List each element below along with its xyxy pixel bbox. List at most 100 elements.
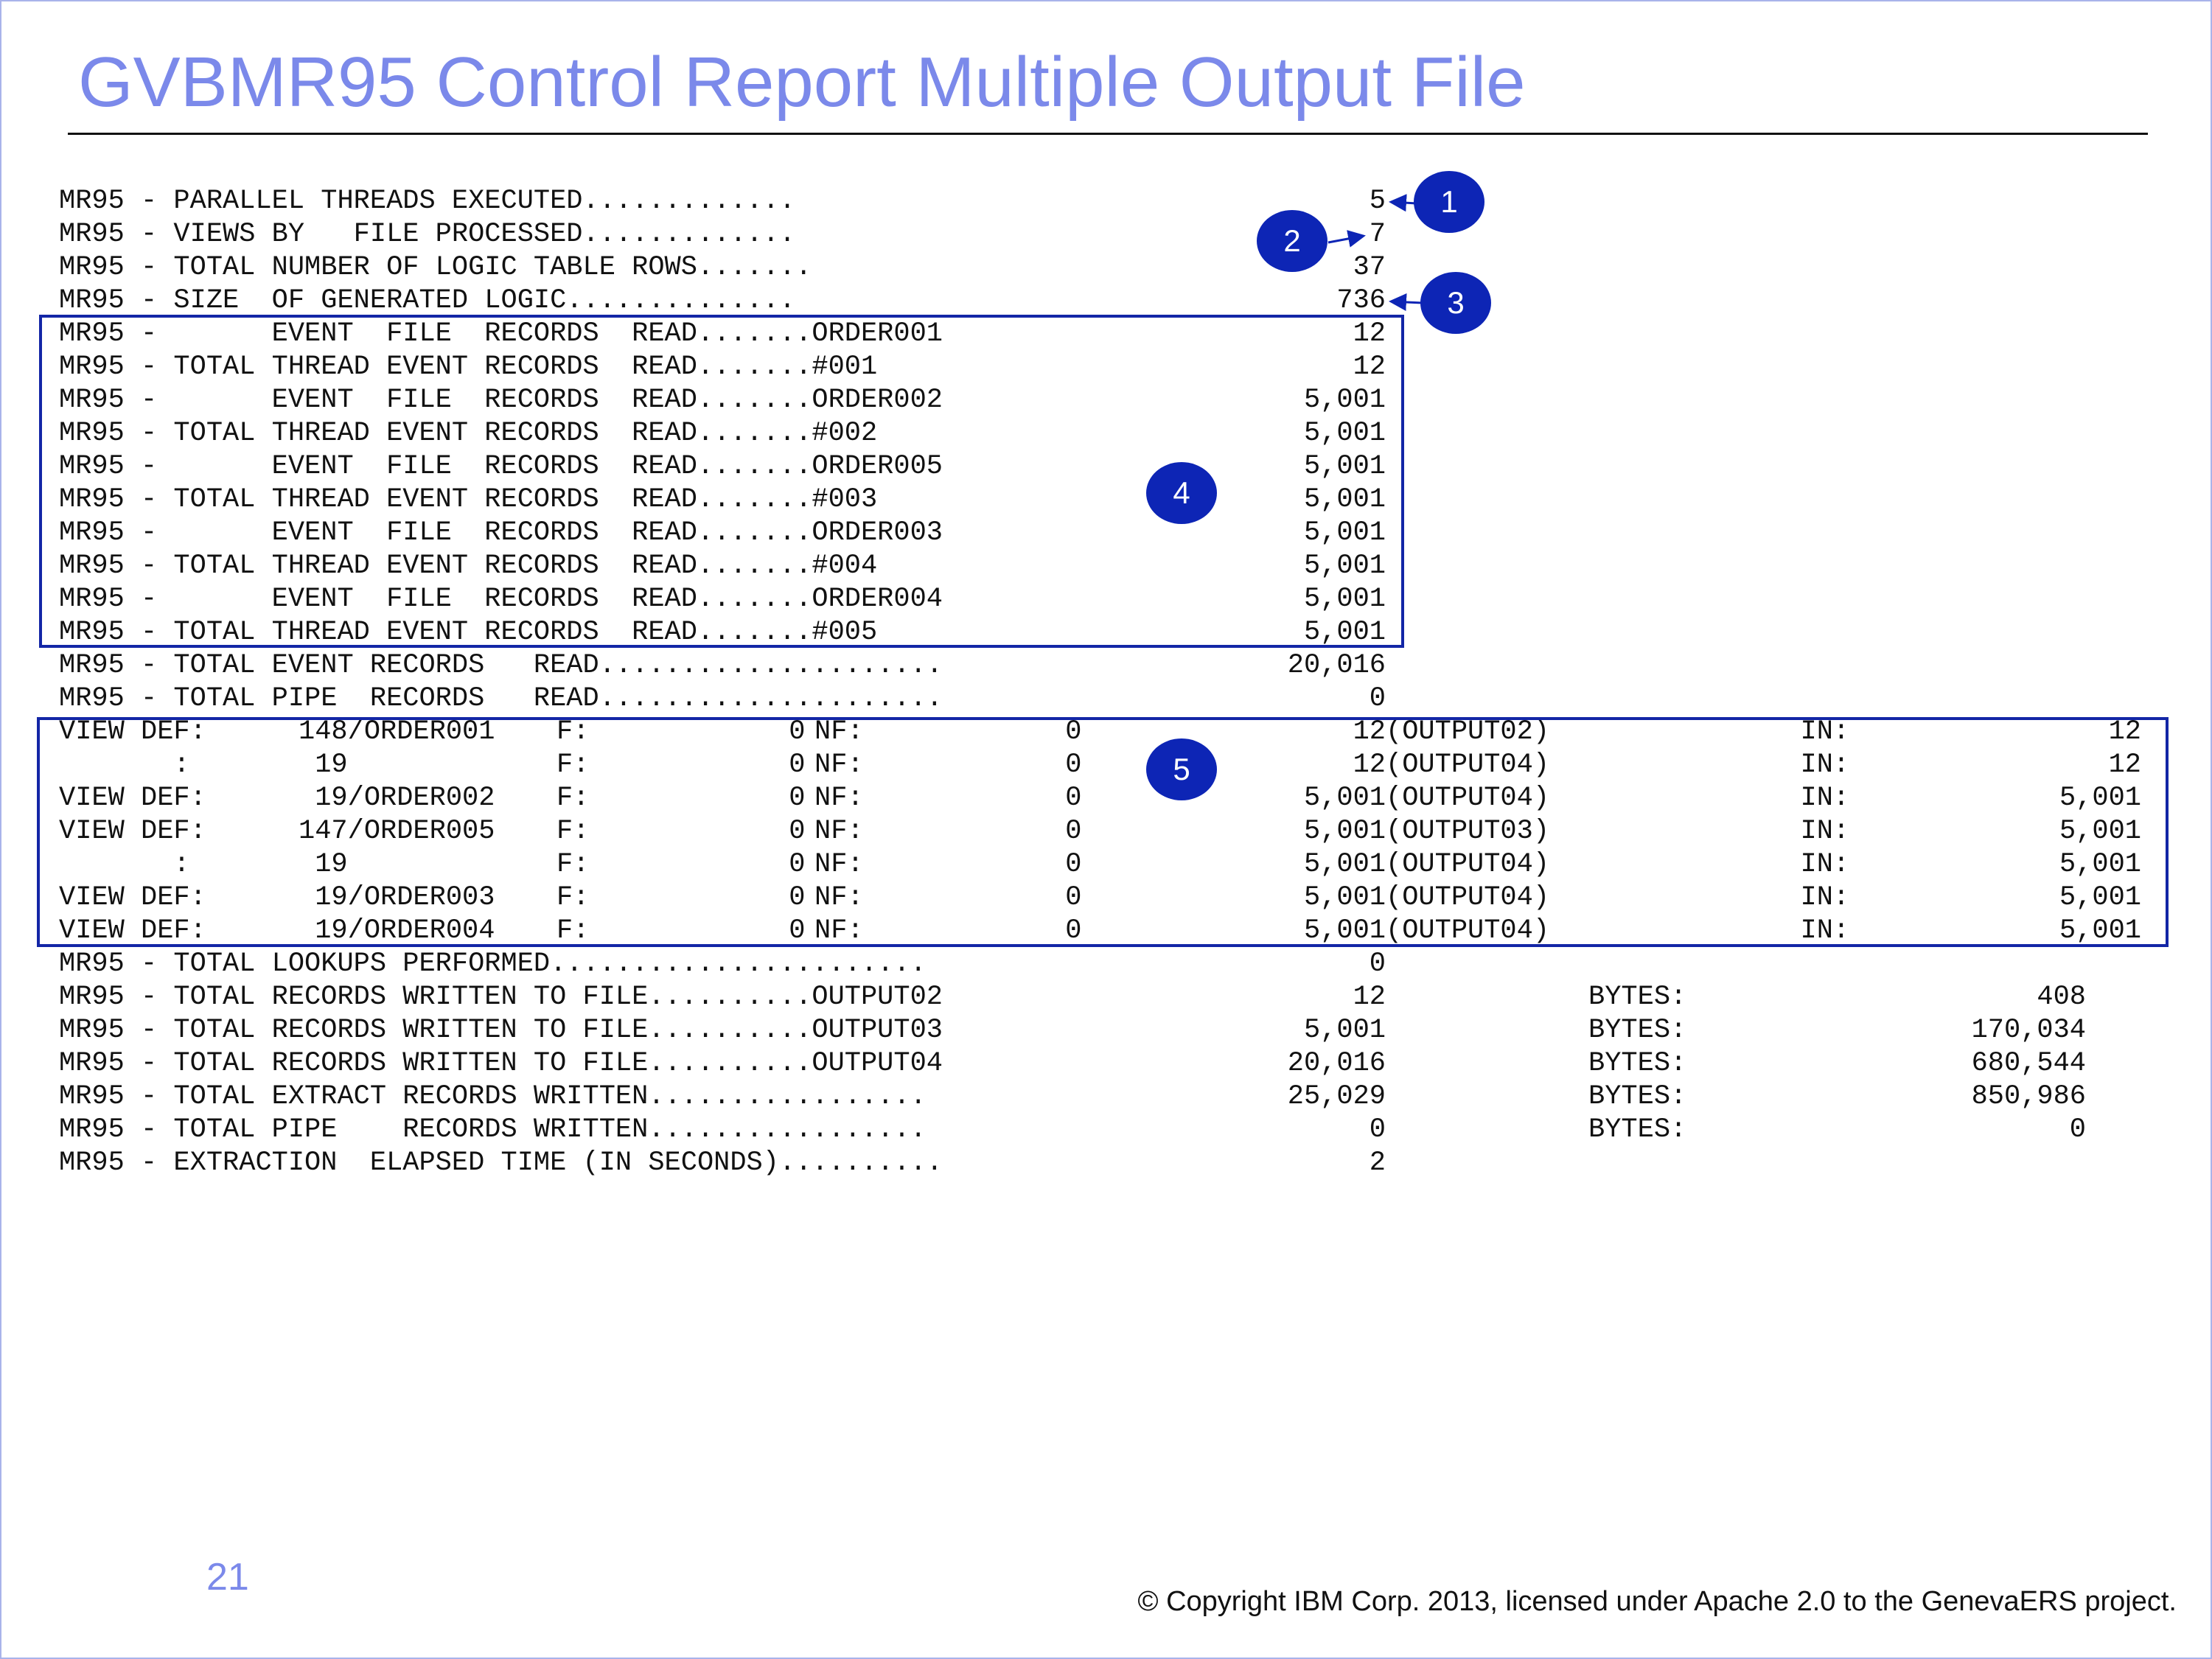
line-value: 2 bbox=[1369, 1148, 1386, 1178]
in-label: IN: bbox=[1800, 783, 1850, 814]
nonfilter-label: NF: bbox=[814, 915, 864, 946]
elapsed-time-line: MR95 - EXTRACTION ELAPSED TIME (IN SECON… bbox=[59, 1147, 2182, 1180]
nonfilter-count: 0 bbox=[1065, 783, 1082, 814]
view-def-name: 19/ORDER003 bbox=[299, 882, 495, 913]
nonfilter-count: 0 bbox=[1065, 882, 1082, 913]
line-label: MR95 - TOTAL EVENT RECORDS READ.........… bbox=[59, 650, 943, 681]
line-value: 7 bbox=[1369, 219, 1386, 250]
line-value: 5,001 bbox=[1303, 551, 1386, 581]
view-def-line: VIEW DEF: 19/ORDER002 F: 0 NF: 0 5,001 (OUTPUT… bbox=[59, 782, 2182, 815]
nonfilter-count: 0 bbox=[1065, 750, 1082, 780]
view-def-line: VIEW DEF: 19/ORDER004 F: 0 NF: 0 5,001 (OUTPUT… bbox=[59, 915, 2182, 948]
slide-title: GVBMR95 Control Report Multiple Output F… bbox=[78, 43, 1526, 122]
output-file: (OUTPUT04) bbox=[1386, 915, 1550, 946]
line-label: MR95 - TOTAL THREAD EVENT RECORDS READ..… bbox=[59, 418, 878, 449]
line-value: 5,001 bbox=[1303, 451, 1386, 482]
records-written-line: MR95 - TOTAL RECORDS WRITTEN TO FILE....… bbox=[59, 1047, 2182, 1080]
filter-count: 0 bbox=[789, 915, 806, 946]
line-value: 5,001 bbox=[1303, 484, 1386, 515]
line-value: 25,029 bbox=[1287, 1081, 1386, 1112]
line-label: MR95 - TOTAL NUMBER OF LOGIC TABLE ROWS.… bbox=[59, 252, 812, 283]
event-read-line: MR95 - TOTAL THREAD EVENT RECORDS READ..… bbox=[59, 550, 2182, 583]
view-def-prefix: VIEW DEF: bbox=[59, 882, 206, 913]
filter-label: F: bbox=[557, 816, 590, 847]
bytes-label: BYTES: bbox=[1588, 1015, 1687, 1046]
bytes-value: 408 bbox=[2037, 982, 2086, 1013]
line-value: 0 bbox=[1369, 1114, 1386, 1145]
line-label: MR95 - TOTAL RECORDS WRITTEN TO FILE....… bbox=[59, 982, 943, 1013]
event-read-line: MR95 - TOTAL THREAD EVENT RECORDS READ..… bbox=[59, 483, 2182, 517]
lookups-line: MR95 - TOTAL LOOKUPS PERFORMED..........… bbox=[59, 948, 2182, 981]
view-def-prefix: VIEW DEF: bbox=[59, 816, 206, 847]
control-report: MR95 - PARALLEL THREADS EXECUTED........… bbox=[59, 185, 2182, 1180]
bytes-label: BYTES: bbox=[1588, 1081, 1687, 1112]
nonfilter-label: NF: bbox=[814, 816, 864, 847]
view-def-line: VIEW DEF: 147/ORDER005 F: 0 NF: 0 5,001 (OUTPUT… bbox=[59, 815, 2182, 848]
line-value: 0 bbox=[1369, 949, 1386, 979]
in-count: 5,001 bbox=[2059, 882, 2141, 913]
nonfilter-label: NF: bbox=[814, 716, 864, 747]
in-label: IN: bbox=[1800, 882, 1850, 913]
total-line: MR95 - TOTAL EVENT RECORDS READ.........… bbox=[59, 649, 2182, 682]
nonfilter-label: NF: bbox=[814, 783, 864, 814]
line-value: 5,001 bbox=[1303, 385, 1386, 416]
line-label: MR95 - TOTAL THREAD EVENT RECORDS READ..… bbox=[59, 617, 878, 648]
filter-count: 0 bbox=[789, 783, 806, 814]
event-read-line: MR95 - EVENT FILE RECORDS READ.......ORD… bbox=[59, 517, 2182, 550]
line-label: MR95 - EVENT FILE RECORDS READ.......ORD… bbox=[59, 584, 943, 615]
line-value: 12 bbox=[1353, 352, 1386, 383]
filter-count: 0 bbox=[789, 849, 806, 880]
view-def-prefix: VIEW DEF: bbox=[59, 716, 206, 747]
event-read-line: MR95 - TOTAL THREAD EVENT RECORDS READ..… bbox=[59, 417, 2182, 450]
in-count: 5,001 bbox=[2059, 849, 2141, 880]
in-count: 5,001 bbox=[2059, 783, 2141, 814]
callout-badge-1: 1 bbox=[1414, 171, 1484, 233]
record-count: 5,001 bbox=[1303, 915, 1386, 946]
callout-badge-5: 5 bbox=[1146, 738, 1217, 800]
in-count: 5,001 bbox=[2059, 915, 2141, 946]
record-count: 5,001 bbox=[1303, 849, 1386, 880]
in-label: IN: bbox=[1800, 816, 1850, 847]
line-label: MR95 - EVENT FILE RECORDS READ.......ORD… bbox=[59, 385, 943, 416]
output-file: (OUTPUT02) bbox=[1386, 716, 1550, 747]
callout-badge-2: 2 bbox=[1257, 210, 1327, 272]
line-label: MR95 - TOTAL RECORDS WRITTEN TO FILE....… bbox=[59, 1048, 943, 1079]
line-label: MR95 - TOTAL PIPE RECORDS WRITTEN.......… bbox=[59, 1114, 927, 1145]
view-def-name: 19/ORDER004 bbox=[299, 915, 495, 946]
record-count: 5,001 bbox=[1303, 882, 1386, 913]
line-value: 5,001 bbox=[1303, 517, 1386, 548]
line-label: MR95 - EVENT FILE RECORDS READ.......ORD… bbox=[59, 451, 943, 482]
in-count: 12 bbox=[2108, 750, 2141, 780]
bytes-value: 0 bbox=[2069, 1114, 2086, 1145]
line-label: MR95 - TOTAL PIPE RECORDS READ..........… bbox=[59, 683, 943, 714]
line-label: MR95 - VIEWS BY FILE PROCESSED..........… bbox=[59, 219, 796, 250]
line-value: 20,016 bbox=[1287, 650, 1386, 681]
line-value: 5,001 bbox=[1303, 584, 1386, 615]
line-label: MR95 - TOTAL THREAD EVENT RECORDS READ..… bbox=[59, 352, 878, 383]
view-defs-highlight-box bbox=[37, 717, 2169, 947]
in-label: IN: bbox=[1800, 915, 1850, 946]
nonfilter-label: NF: bbox=[814, 750, 864, 780]
nonfilter-count: 0 bbox=[1065, 849, 1082, 880]
view-def-name: 19 bbox=[299, 849, 348, 880]
filter-count: 0 bbox=[789, 882, 806, 913]
record-count: 5,001 bbox=[1303, 816, 1386, 847]
line-label: MR95 - SIZE OF GENERATED LOGIC..........… bbox=[59, 285, 796, 316]
view-def-name: 148/ORDER001 bbox=[299, 716, 495, 747]
line-value: 5,001 bbox=[1303, 1015, 1386, 1046]
copyright-notice: © Copyright IBM Corp. 2013, licensed und… bbox=[1137, 1586, 2177, 1617]
summary-line: MR95 - PARALLEL THREADS EXECUTED........… bbox=[59, 185, 2182, 218]
nonfilter-label: NF: bbox=[814, 882, 864, 913]
record-count: 5,001 bbox=[1303, 783, 1386, 814]
filter-label: F: bbox=[557, 915, 590, 946]
line-label: MR95 - TOTAL LOOKUPS PERFORMED..........… bbox=[59, 949, 927, 979]
event-read-line: MR95 - EVENT FILE RECORDS READ.......ORD… bbox=[59, 318, 2182, 351]
in-label: IN: bbox=[1800, 716, 1850, 747]
filter-label: F: bbox=[557, 849, 590, 880]
summary-line: MR95 - TOTAL NUMBER OF LOGIC TABLE ROWS.… bbox=[59, 251, 2182, 284]
bytes-value: 850,986 bbox=[1971, 1081, 2086, 1112]
output-file: (OUTPUT04) bbox=[1386, 783, 1550, 814]
output-file: (OUTPUT04) bbox=[1386, 882, 1550, 913]
output-file: (OUTPUT04) bbox=[1386, 750, 1550, 780]
